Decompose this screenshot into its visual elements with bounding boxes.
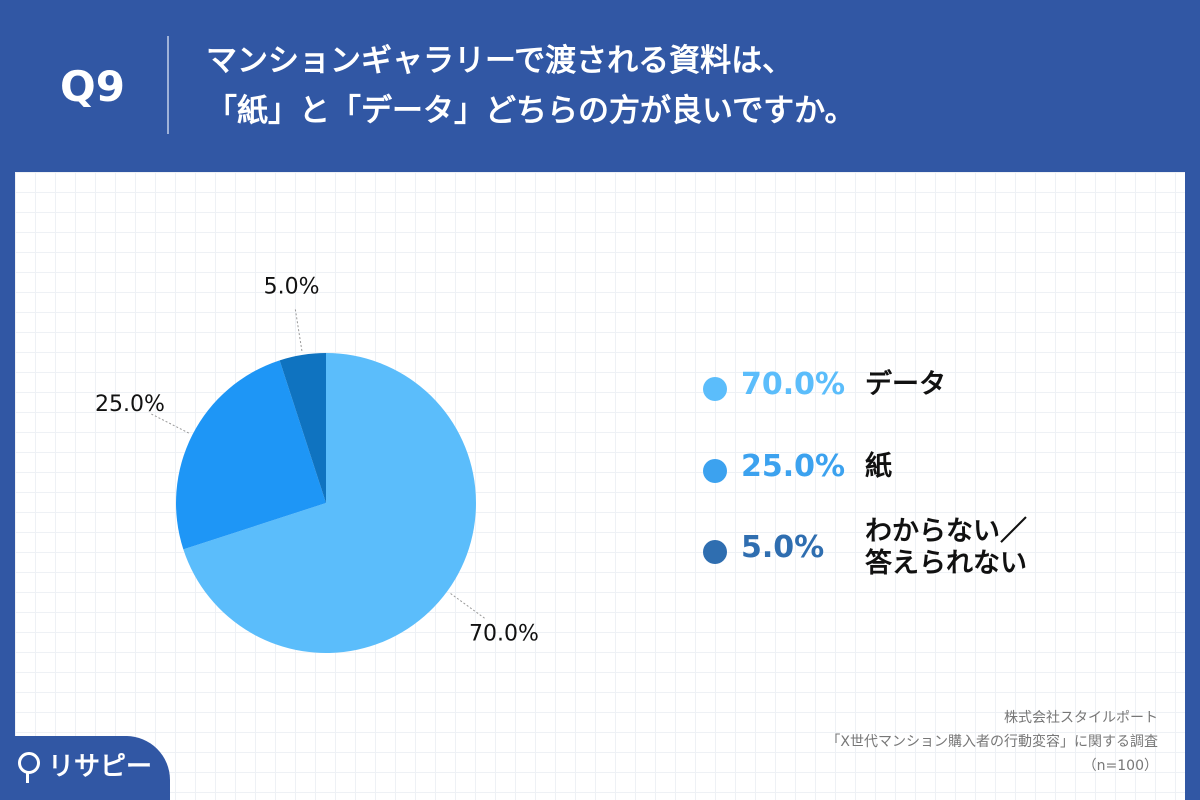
pie-slice-0 — [183, 353, 476, 653]
legend-pct-paper: 25.0% — [741, 449, 846, 484]
title-line-1: マンションギャラリーで渡される資料は、 — [206, 43, 794, 79]
logo: リサピー — [0, 736, 170, 800]
leader-line-2 — [294, 309, 303, 351]
legend-name-unknown-line1: わからない／ — [865, 516, 1027, 547]
pie-slice-1 — [175, 360, 326, 550]
pin-icon — [18, 752, 40, 783]
source-sample: （n=100） — [1082, 758, 1158, 774]
legend-name-unknown: わからない／ 答えられない — [865, 516, 1027, 580]
legend-name-unknown-line2: 答えられない — [865, 548, 1027, 579]
leader-line-0 — [450, 593, 485, 619]
question-title: マンションギャラリーで渡される資料は、 「紙」と「データ」どちらの方が良いですか… — [206, 36, 855, 136]
title-line-2: 「紙」と「データ」どちらの方が良いですか。 — [206, 93, 856, 129]
legend-pct-data: 70.0% — [741, 367, 846, 402]
leader-line-1 — [151, 413, 190, 434]
logo-text: リサピー — [48, 752, 153, 782]
pie-slice-2 — [279, 353, 326, 503]
pie-label-2: 5.0% — [264, 275, 320, 300]
legend-dot-unknown — [703, 540, 727, 564]
source-survey: 「X世代マンション購入者の行動変容」に関する調査 — [826, 734, 1158, 750]
legend-dot-paper — [703, 459, 727, 483]
legend-dot-data — [703, 377, 727, 401]
source-note: 株式会社スタイルポート 「X世代マンション購入者の行動変容」に関する調査 （n=… — [826, 706, 1158, 778]
legend-name-paper: 紙 — [865, 451, 892, 482]
header-divider — [167, 36, 169, 134]
pie-label-0: 70.0% — [469, 621, 539, 646]
header: Q9 マンションギャラリーで渡される資料は、 「紙」と「データ」どちらの方が良い… — [0, 0, 1200, 170]
pie-label-1: 25.0% — [95, 392, 165, 417]
source-company: 株式会社スタイルポート — [1004, 710, 1158, 726]
legend-name-data: データ — [865, 369, 946, 400]
legend-pct-unknown: 5.0% — [741, 530, 825, 565]
question-number: Q9 — [60, 62, 125, 111]
